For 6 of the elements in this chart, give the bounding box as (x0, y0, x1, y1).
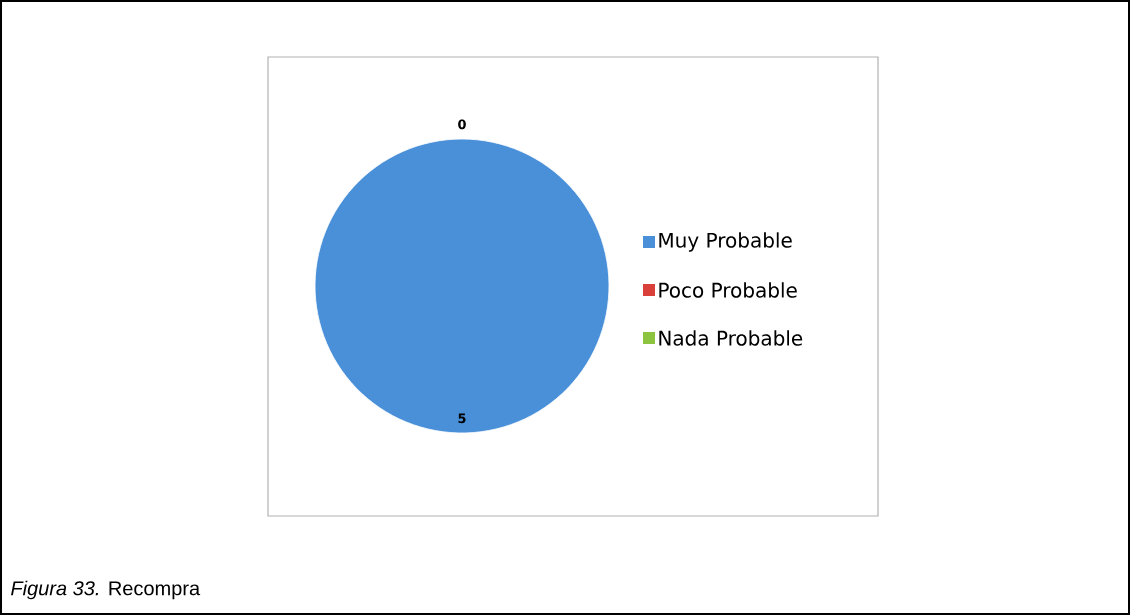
text: 0 (458, 119, 466, 130)
legend-label: Muy Probable (659, 232, 792, 252)
data-label: 5 (458, 413, 466, 424)
legend-label: Nada Probable (659, 330, 803, 346)
legend-label: Poco Probable (659, 282, 797, 298)
text: Figura 33. Recompra (11, 580, 201, 600)
